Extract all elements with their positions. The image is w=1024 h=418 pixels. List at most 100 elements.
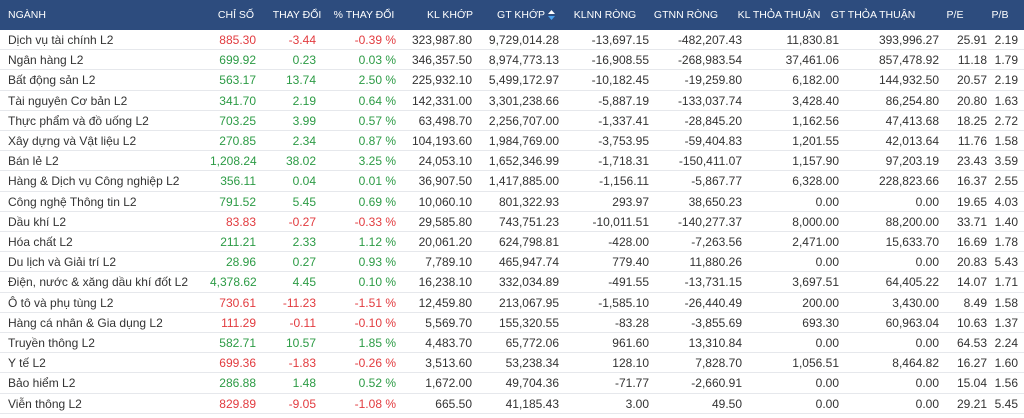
value-cell: -11.23	[282, 295, 316, 310]
value-cell: 1.37	[994, 315, 1018, 330]
value-cell: 38,650.23	[688, 194, 742, 209]
value-cell: 5,569.70	[425, 315, 472, 330]
sector-name: Truyền thông L2	[8, 336, 95, 350]
value-cell: -3,753.95	[598, 134, 649, 148]
value-cell: 15,633.70	[885, 235, 939, 249]
value-cell: 14.07	[956, 275, 987, 290]
value-cell: 0.00	[815, 194, 839, 209]
value-cell: 6,328.00	[792, 174, 839, 189]
value-cell: 961.60	[612, 336, 649, 350]
value-cell: 41,185.43	[505, 396, 559, 411]
header-text: % THAY ĐỔI	[333, 9, 395, 21]
value-cell: 1,417,885.00	[488, 174, 559, 189]
value-cell: -0.10 %	[354, 315, 396, 330]
value-cell: 323,987.80	[411, 33, 472, 47]
value-cell: -268,983.54	[677, 53, 742, 68]
value-cell: 0.57 %	[358, 113, 396, 128]
value-cell: 3,513.60	[425, 356, 472, 371]
value-cell: 2.34	[292, 134, 316, 148]
value-cell: 49,704.36	[505, 376, 559, 391]
sector-name: Ô tô và phụ tùng L2	[8, 295, 114, 310]
value-cell: 13,310.84	[688, 336, 742, 350]
value-cell: -13,697.15	[591, 33, 649, 47]
value-cell: 200.00	[802, 295, 839, 310]
value-cell: 1.78	[994, 235, 1018, 249]
value-cell: -28,845.20	[684, 113, 742, 128]
value-cell: 42,013.64	[885, 134, 939, 148]
value-cell: -491.55	[608, 275, 649, 290]
value-cell: 0.69 %	[358, 194, 396, 209]
value-cell: 5.45	[292, 194, 316, 209]
sector-name: Viễn thông L2	[8, 396, 82, 411]
value-cell: 1.85 %	[358, 336, 396, 350]
value-cell: 11,880.26	[689, 255, 743, 270]
column-header[interactable]: GT KHỚP	[482, 0, 570, 30]
value-cell: 155,320.55	[498, 315, 559, 330]
value-cell: 7,828.70	[695, 356, 742, 371]
table-row: Viễn thông L2 829.89 -9.05 -1.08 % 665.50 41,…	[0, 394, 1024, 414]
header-text: P/B	[991, 9, 1009, 21]
value-cell: 1.58	[994, 295, 1018, 310]
value-cell: 2.19	[292, 93, 316, 108]
column-header: NGÀNH	[8, 0, 88, 30]
header-text: GTNN RÒNG	[653, 9, 719, 21]
sector-name: Dịch vụ tài chính L2	[8, 33, 114, 47]
value-cell: 801,322.93	[498, 194, 559, 209]
value-cell: 0.93 %	[358, 255, 396, 270]
value-cell: 38.02	[285, 154, 316, 169]
table-row: Dầu khí L2 83.83 -0.27 -0.33 % 29,585.80 743,…	[0, 212, 1024, 232]
value-cell: 0.04	[292, 174, 316, 189]
value-cell: 104,193.60	[411, 134, 472, 148]
table-row: Bất động sản L2 563.17 13.74 2.50 % 225,932.…	[0, 70, 1024, 91]
value-cell: 83.83	[225, 214, 256, 229]
sector-name: Du lịch và Giải trí L2	[8, 255, 117, 270]
value-cell: -2,660.91	[691, 376, 742, 391]
value-cell: 29.21	[956, 396, 987, 411]
column-header: KL THỎA THUẬN	[728, 0, 830, 30]
table-row: Điện, nước & xăng dầu khí đốt L2 4,378.62…	[0, 272, 1024, 293]
value-cell: 16.69	[956, 235, 987, 249]
column-header: KL KHỚP	[404, 0, 496, 30]
column-header: KLNN RÒNG	[566, 0, 644, 30]
value-cell: 693.30	[802, 315, 839, 330]
table-row: Tài nguyên Cơ bản L2 341.70 2.19 0.64 % 142,…	[0, 91, 1024, 111]
table-row: Hàng cá nhân & Gia dụng L2 111.29 -0.11 -0.…	[0, 313, 1024, 333]
value-cell: -19,259.80	[684, 73, 742, 88]
value-cell: 1.58	[994, 134, 1018, 148]
sector-name: Thực phẩm và đồ uống L2	[8, 113, 149, 128]
value-cell: -1.51 %	[354, 295, 396, 310]
table-row: Truyền thông L2 582.71 10.57 1.85 % 4,483.70…	[0, 333, 1024, 354]
value-cell: 213,067.95	[498, 295, 559, 310]
value-cell: -1,585.10	[598, 295, 649, 310]
value-cell: 0.00	[915, 336, 939, 350]
value-cell: 64,405.22	[885, 275, 939, 290]
value-cell: 1.56	[994, 376, 1018, 391]
value-cell: 88,200.00	[885, 214, 939, 229]
table-row: Du lịch và Giải trí L2 28.96 0.27 0.93 % 7,7…	[0, 252, 1024, 273]
header-text: KL THỎA THUẬN	[737, 9, 821, 21]
value-cell: 16,238.10	[418, 275, 472, 290]
value-cell: 0.00	[915, 194, 939, 209]
table-row: Bán lẻ L2 1,208.24 38.02 3.25 % 24,053.10 1,6…	[0, 151, 1024, 172]
value-cell: -0.39 %	[354, 33, 396, 47]
value-cell: 341.70	[219, 93, 256, 108]
sector-name: Bảo hiểm L2	[8, 376, 76, 391]
value-cell: 2,256,707.00	[488, 113, 559, 128]
value-cell: 36,907.50	[418, 174, 472, 189]
value-cell: 211.21	[220, 235, 256, 249]
value-cell: -26,440.49	[684, 295, 742, 310]
column-header: % THAY ĐỔI	[324, 0, 404, 30]
value-cell: -0.33 %	[354, 214, 396, 229]
value-cell: 24,053.10	[418, 154, 472, 169]
value-cell: 128.10	[612, 356, 649, 371]
value-cell: 10.63	[956, 315, 987, 330]
value-cell: 1,056.51	[792, 356, 839, 371]
table-row: Bảo hiểm L2 286.88 1.48 0.52 % 1,672.00 49,70…	[0, 373, 1024, 394]
value-cell: -13,731.15	[684, 275, 742, 290]
value-cell: -1,156.11	[599, 174, 649, 189]
value-cell: 2.19	[994, 73, 1018, 88]
value-cell: 5.43	[994, 255, 1018, 270]
value-cell: 465,947.74	[498, 255, 559, 270]
sector-name: Bất động sản L2	[8, 73, 96, 88]
value-cell: 0.52 %	[358, 376, 396, 391]
